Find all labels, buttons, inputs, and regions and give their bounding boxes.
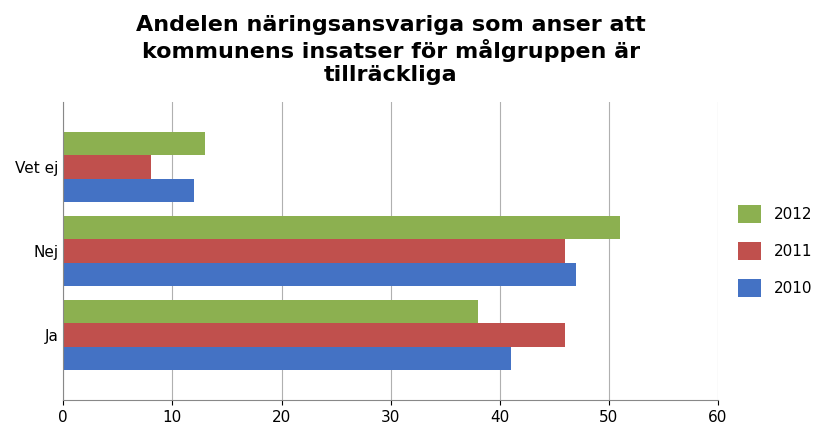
Bar <box>63 239 566 263</box>
Legend: 2012, 2011, 2010: 2012, 2011, 2010 <box>732 198 818 304</box>
Bar <box>63 300 478 323</box>
Bar <box>63 323 566 347</box>
Bar <box>63 132 205 155</box>
Title: Andelen näringsansvariga som anser att
kommunens insatser för målgruppen är
till: Andelen näringsansvariga som anser att k… <box>136 15 646 85</box>
Bar <box>63 216 620 239</box>
Bar <box>63 263 576 286</box>
Bar <box>63 347 511 370</box>
Bar <box>63 179 194 202</box>
Bar <box>63 155 151 179</box>
